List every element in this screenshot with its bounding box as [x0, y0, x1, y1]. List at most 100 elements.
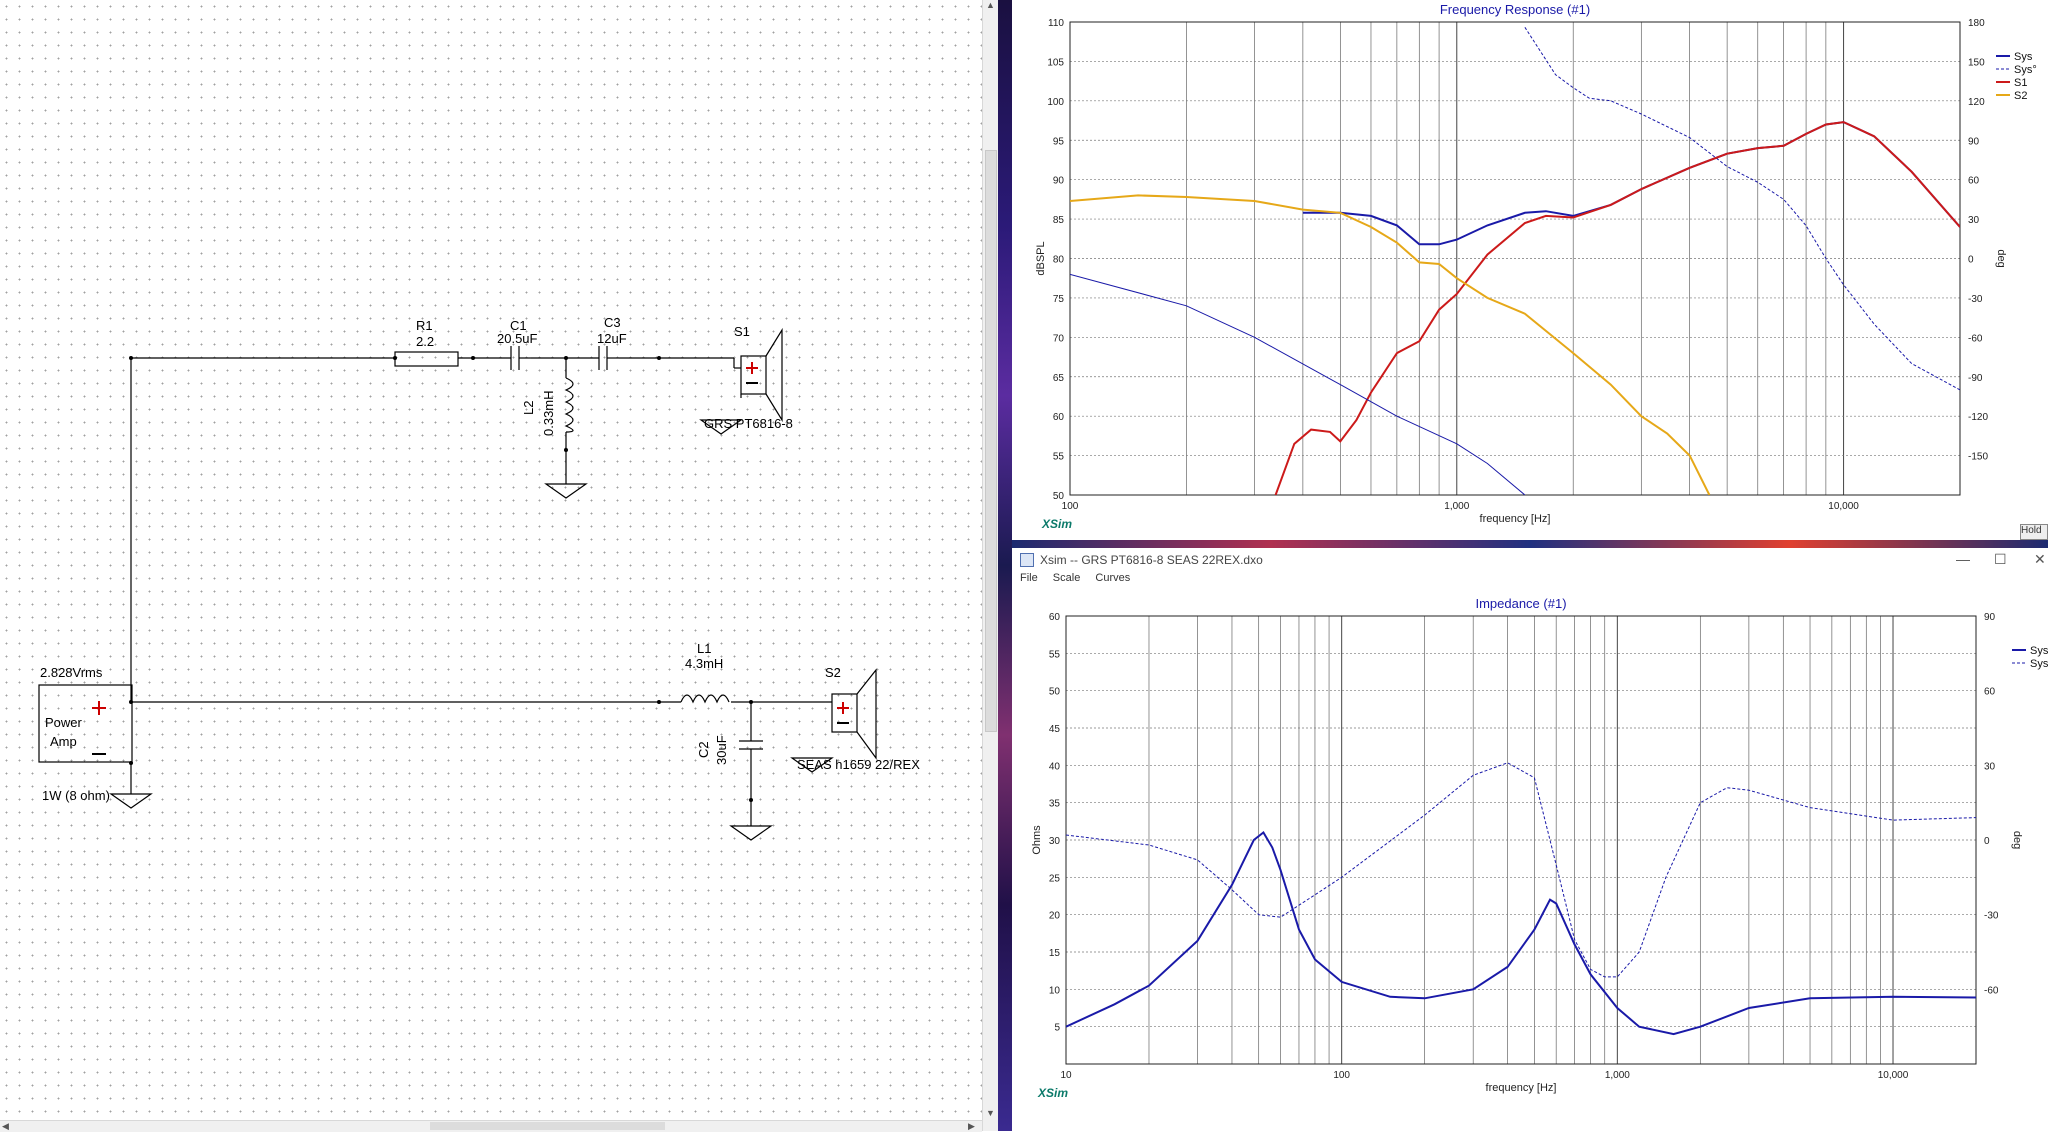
- y-axis-label: Ohms: [1031, 825, 1043, 855]
- y-tick-label: 30: [1049, 836, 1061, 847]
- l1-name: L1: [697, 641, 711, 656]
- xsim-logo: XSim: [1037, 1086, 1068, 1100]
- schematic-canvas[interactable]: R1 2.2 C1 20.5uF C3 12uF L2 0.33mH S1 GR…: [0, 0, 982, 1131]
- y2-tick-label: -90: [1968, 373, 1983, 384]
- y-tick-label: 65: [1053, 373, 1065, 384]
- y-tick-label: 45: [1049, 724, 1061, 735]
- y2-tick-label: 0: [1984, 836, 1990, 847]
- y-tick-label: 60: [1053, 412, 1065, 423]
- y-tick-label: 10: [1049, 985, 1061, 996]
- y-tick-label: 75: [1053, 294, 1065, 305]
- legend-label: Sys°: [2014, 64, 2037, 76]
- y-tick-label: 25: [1049, 873, 1061, 884]
- y-tick-label: 110: [1048, 18, 1064, 29]
- menu-file[interactable]: File: [1020, 572, 1038, 584]
- x-tick-label: 100: [1062, 501, 1079, 512]
- scroll-down-icon[interactable]: ▼: [986, 1108, 995, 1118]
- window-title: Xsim -- GRS PT6816-8 SEAS 22REX.dxo: [1040, 553, 1263, 567]
- y-tick-label: 50: [1053, 491, 1065, 502]
- schematic-drawing: R1 2.2 C1 20.5uF C3 12uF L2 0.33mH S1 GR…: [38, 315, 920, 841]
- y2-tick-label: 120: [1968, 97, 1985, 108]
- y2-tick-label: 90: [1968, 136, 1980, 147]
- minimize-icon[interactable]: —: [1956, 551, 1970, 567]
- y-tick-label: 20: [1049, 911, 1061, 922]
- y2-tick-label: 0: [1968, 255, 1974, 266]
- x-tick-label: 100: [1333, 1070, 1350, 1081]
- c1-name: C1: [510, 318, 527, 333]
- maximize-icon[interactable]: ☐: [1994, 551, 2007, 567]
- series-line-Sys: [1066, 762, 1976, 978]
- y2-tick-label: 30: [1968, 215, 1980, 226]
- series-line-S2: [1070, 194, 1711, 495]
- y-tick-label: 105: [1047, 57, 1064, 68]
- close-icon[interactable]: ✕: [2034, 551, 2046, 567]
- y2-tick-label: -60: [1984, 985, 1999, 996]
- y2-axis-label: deg: [1995, 249, 2007, 267]
- x-axis-label: frequency [Hz]: [1480, 513, 1551, 525]
- series-line-Sys: [1524, 27, 1960, 391]
- y2-tick-label: -150: [1968, 452, 1988, 463]
- desktop-background: [998, 0, 1012, 1131]
- scroll-right-icon[interactable]: ▶: [968, 1121, 975, 1131]
- scroll-up-icon[interactable]: ▲: [986, 0, 995, 10]
- s2-model: SEAS h1659 22/REX: [797, 757, 920, 772]
- x-axis-label: frequency [Hz]: [1486, 1082, 1557, 1094]
- y-tick-label: 15: [1049, 948, 1061, 959]
- legend-label: S2: [2014, 90, 2027, 102]
- c3-name: C3: [604, 315, 621, 330]
- scroll-left-icon[interactable]: ◀: [2, 1121, 9, 1131]
- y2-tick-label: -120: [1968, 412, 1988, 423]
- y-tick-label: 85: [1053, 215, 1065, 226]
- l2-name: L2: [521, 401, 536, 415]
- c2-value: 30uF: [714, 735, 729, 765]
- legend-label: Sys: [2030, 645, 2048, 657]
- s1-name: S1: [734, 324, 750, 339]
- chart-title: Frequency Response (#1): [1440, 2, 1590, 17]
- x-tick-label: 10: [1060, 1070, 1072, 1081]
- hold-button[interactable]: Hold: [2020, 524, 2048, 540]
- amp-label-1: Power: [45, 715, 83, 730]
- series-line-extra-4: [1070, 273, 1526, 495]
- y-tick-label: 55: [1053, 452, 1065, 463]
- scrollbar-thumb[interactable]: [985, 150, 997, 732]
- y-axis-label: dBSPL: [1035, 241, 1047, 275]
- legend-label: Sys°: [2030, 658, 2048, 670]
- menu-curves[interactable]: Curves: [1095, 572, 1131, 584]
- schematic-horizontal-scrollbar[interactable]: ◀ ▶: [0, 1120, 982, 1132]
- window-titlebar[interactable]: Xsim -- GRS PT6816-8 SEAS 22REX.dxo — ☐ …: [1012, 548, 2048, 572]
- y2-tick-label: 30: [1984, 761, 1996, 772]
- impedance-window[interactable]: Xsim -- GRS PT6816-8 SEAS 22REX.dxo — ☐ …: [1012, 548, 2048, 1131]
- x-tick-label: 10,000: [1828, 501, 1859, 512]
- legend-label: Sys: [2014, 51, 2033, 63]
- r1-name: R1: [416, 318, 433, 333]
- amp-power: 1W (8 ohm): [42, 788, 110, 803]
- x-tick-label: 1,000: [1605, 1070, 1630, 1081]
- y2-tick-label: -30: [1984, 911, 1999, 922]
- y-tick-label: 40: [1049, 761, 1061, 772]
- s2-name: S2: [825, 665, 841, 680]
- impedance-chart: Impedance (#1) 5 10 15 20 25 30 35 40 45 50 55 60 -60…: [1031, 596, 2048, 1100]
- y-tick-label: 70: [1053, 333, 1065, 344]
- s1-model: GRS PT6816-8: [704, 416, 793, 431]
- y2-tick-label: 90: [1984, 612, 1996, 623]
- y-tick-label: 50: [1049, 687, 1061, 698]
- l1-value: 4.3mH: [685, 656, 723, 671]
- chart-title: Impedance (#1): [1475, 596, 1566, 611]
- menu-bar: File Scale Curves: [1012, 572, 1134, 592]
- y-tick-label: 100: [1047, 97, 1064, 108]
- y-tick-label: 60: [1049, 612, 1061, 623]
- legend-label: S1: [2014, 77, 2027, 89]
- l2-value: 0.33mH: [541, 390, 556, 436]
- x-tick-label: 10,000: [1878, 1070, 1909, 1081]
- c3-value: 12uF: [597, 331, 627, 346]
- frequency-response-window[interactable]: Frequency Response (#1) 50 55 60 65 70 75 80 85 9…: [1012, 0, 2048, 540]
- scrollbar-thumb[interactable]: [430, 1122, 665, 1130]
- y-tick-label: 80: [1053, 255, 1065, 266]
- series-line-S1: [1274, 121, 1960, 495]
- schematic-vertical-scrollbar[interactable]: ▲ ▼: [982, 0, 998, 1131]
- amp-voltage: 2.828Vrms: [40, 665, 103, 680]
- r1-value: 2.2: [416, 334, 434, 349]
- plot-frame: [1065, 615, 1977, 1065]
- menu-scale[interactable]: Scale: [1052, 572, 1081, 584]
- c1-value: 20.5uF: [497, 331, 538, 346]
